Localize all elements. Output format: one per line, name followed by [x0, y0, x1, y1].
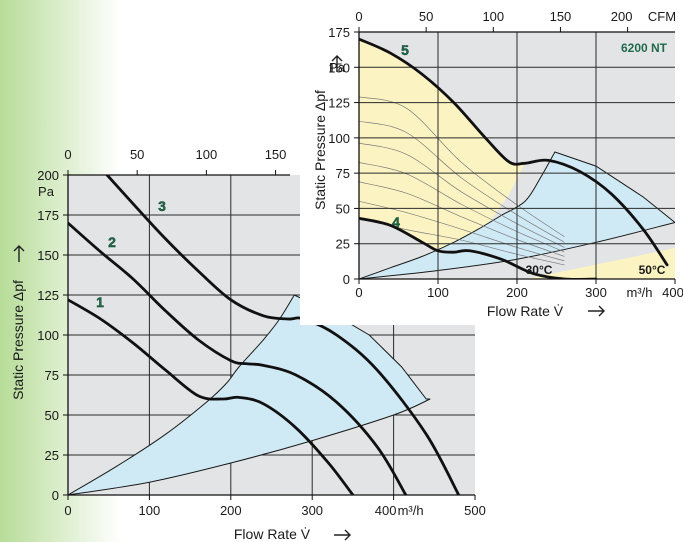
y-tick-label: 175: [37, 208, 59, 223]
curve-label-5: 5: [401, 42, 409, 58]
y-tick-label: 0: [52, 488, 59, 503]
resistance-line: [359, 162, 565, 253]
axes: [63, 170, 476, 500]
curve-1: [68, 298, 355, 495]
curve-5: [359, 37, 669, 267]
y-tick-label: 175: [328, 25, 350, 40]
resistance-line: [359, 142, 565, 248]
y-tick-label: 25: [336, 237, 350, 252]
resistance-lines: [359, 96, 565, 266]
y-tick-label: 100: [328, 131, 350, 146]
y-tick-label: 150: [328, 60, 350, 75]
x-tick-label: 0: [355, 285, 362, 300]
arrow-right-icon: [334, 529, 351, 541]
x-tick-label: 100: [139, 503, 161, 518]
highlight-region: [359, 39, 525, 253]
x-tick-label: 300: [301, 503, 323, 518]
x2-unit-label: CFM: [648, 9, 676, 24]
y-tick-label: 100: [37, 328, 59, 343]
highlight-band: [524, 247, 675, 279]
y-tick-label: 125: [328, 96, 350, 111]
x2-tick-label: 100: [482, 9, 504, 24]
x2-tick-label: 100: [196, 147, 218, 162]
x2-tick-label: 150: [550, 9, 572, 24]
curve-layer: [359, 37, 669, 279]
arrow-right-icon: [588, 305, 605, 317]
y-tick-label: 125: [37, 288, 59, 303]
curve-layer: [68, 175, 461, 495]
x-axis-title: Flow Rate V̇: [234, 526, 311, 542]
x-tick-label: 100: [427, 285, 449, 300]
arrow-up-icon: [13, 245, 25, 262]
x-tick-label: 500: [464, 503, 486, 518]
x2-tick-label: 0: [64, 147, 71, 162]
x-unit-label: m³/h: [626, 285, 652, 300]
y-tick-label: 0: [343, 272, 350, 287]
temperature-label-30: 30°C: [526, 263, 553, 277]
x-tick-label: 200: [506, 285, 528, 300]
arrow-up-icon: [331, 55, 343, 72]
y-tick-label: 50: [336, 201, 350, 216]
resistance-line: [359, 120, 565, 243]
y-tick-label: 50: [45, 408, 59, 423]
curve-2: [68, 221, 408, 495]
x-tick-label: 0: [64, 503, 71, 518]
curve-label-4: 4: [392, 214, 400, 230]
axes: [354, 27, 676, 284]
labels: 0 100 200 300 400 500m³/h02550751001251501752…: [10, 147, 486, 542]
curve-label-3: 3: [158, 198, 166, 214]
x2-tick-label: 50: [130, 147, 144, 162]
x2-tick-label: 200: [611, 9, 633, 24]
y-unit-label: Pa: [38, 184, 55, 199]
x-unit-label: m³/h: [398, 503, 424, 518]
y-tick-label: 75: [45, 368, 59, 383]
x2-tick-label: 150: [265, 147, 287, 162]
y-axis-title: Static Pressure Δpf: [312, 90, 328, 210]
chart-title: 6200 NT: [621, 41, 668, 55]
resistance-line: [359, 181, 565, 257]
y-tick-label: 150: [37, 248, 59, 263]
curve-label-1: 1: [96, 294, 104, 310]
curve-3: [105, 175, 461, 495]
x-tick-label: 200: [220, 503, 242, 518]
y-tick-label: 25: [45, 448, 59, 463]
y-axis-title: Static Pressure Δpf: [10, 280, 26, 400]
y-tick-label: 200: [37, 168, 59, 183]
x-tick-label: 300: [585, 285, 607, 300]
y-tick-label: 75: [336, 166, 350, 181]
curve-4: [359, 216, 598, 279]
x-axis-title: Flow Rate V̇: [487, 303, 564, 319]
curve-label-2: 2: [108, 234, 116, 250]
x2-tick-label: 50: [419, 9, 433, 24]
x-tick-label: 400: [662, 285, 683, 300]
temperature-label-50: 50°C: [639, 263, 666, 277]
x2-tick-label: 0: [355, 9, 362, 24]
x-tick-label: 400: [375, 503, 397, 518]
